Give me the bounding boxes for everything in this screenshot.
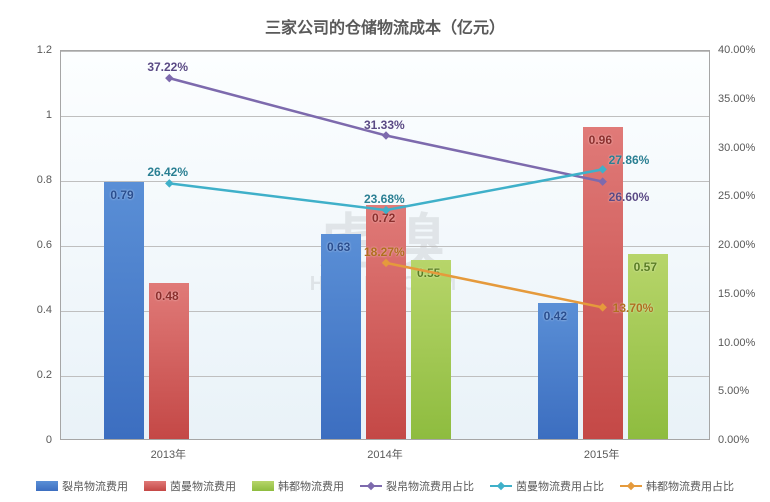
y1-tick: 0.6 [12,239,52,251]
y2-tick: 25.00% [718,190,770,202]
legend-label: 茵曼物流费用占比 [516,478,604,494]
series-line [386,263,603,308]
y1-tick: 0 [12,434,52,446]
series-marker [382,206,390,214]
series-marker [165,74,173,82]
chart-container: 虎嗅 HUXIU.COM 0.790.480.630.720.550.420.9… [60,50,710,440]
x-tick: 2014年 [367,446,402,462]
legend-item: 茵曼物流费用 [144,478,236,494]
series-marker [598,303,606,311]
legend-line-swatch [620,481,642,491]
y1-tick: 0.4 [12,304,52,316]
legend-item: 韩都物流费用 [252,478,344,494]
chart-title: 三家公司的仓储物流成本（亿元） [0,14,770,38]
y1-tick: 0.8 [12,174,52,186]
series-marker [382,131,390,139]
line-value-label: 13.70% [613,301,654,315]
legend-label: 茵曼物流费用 [170,478,236,494]
series-marker [165,179,173,187]
legend-item: 裂帛物流费用 [36,478,128,494]
line-value-label: 31.33% [364,118,405,132]
legend-label: 韩都物流费用 [278,478,344,494]
legend-label: 裂帛物流费用占比 [386,478,474,494]
legend-line-swatch [360,481,382,491]
line-value-label: 23.68% [364,192,405,206]
legend-swatch [36,481,58,491]
series-marker [598,177,606,185]
y2-tick: 20.00% [718,239,770,251]
line-value-label: 27.86% [609,153,650,167]
legend-item: 裂帛物流费用占比 [360,478,474,494]
series-marker [598,165,606,173]
legend-swatch [252,481,274,491]
y2-tick: 40.00% [718,44,770,56]
y2-tick: 5.00% [718,385,770,397]
line-value-label: 26.42% [147,165,188,179]
plot-area: 虎嗅 HUXIU.COM 0.790.480.630.720.550.420.9… [60,50,710,440]
line-value-label: 18.27% [364,245,405,259]
line-value-label: 26.60% [609,190,650,204]
legend-label: 裂帛物流费用 [62,478,128,494]
legend-swatch [144,481,166,491]
legend-item: 茵曼物流费用占比 [490,478,604,494]
legend-label: 韩都物流费用占比 [646,478,734,494]
legend-item: 韩都物流费用占比 [620,478,734,494]
y2-tick: 10.00% [718,337,770,349]
legend: 裂帛物流费用 茵曼物流费用 韩都物流费用 裂帛物流费用占比 茵曼物流费用占比 韩都物流费用… [0,478,770,494]
legend-line-swatch [490,481,512,491]
y2-tick: 30.00% [718,142,770,154]
x-tick: 2015年 [584,446,619,462]
y2-tick: 15.00% [718,288,770,300]
series-marker [382,259,390,267]
y2-tick: 0.00% [718,434,770,446]
line-value-label: 37.22% [147,60,188,74]
y2-tick: 35.00% [718,93,770,105]
y1-tick: 1 [12,109,52,121]
y1-tick: 1.2 [12,44,52,56]
y1-tick: 0.2 [12,369,52,381]
x-tick: 2013年 [151,446,186,462]
